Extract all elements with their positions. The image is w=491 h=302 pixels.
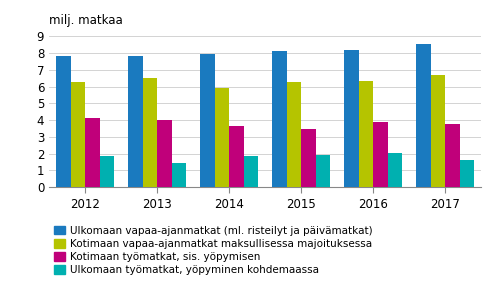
Bar [460, 159, 474, 187]
Bar [56, 56, 71, 187]
Bar [273, 51, 287, 187]
Bar [171, 163, 186, 187]
Bar [373, 122, 387, 187]
Bar [316, 155, 330, 187]
Bar [100, 156, 114, 187]
Bar [229, 126, 244, 187]
Bar [287, 82, 301, 187]
Bar [387, 153, 402, 187]
Bar [85, 118, 100, 187]
Text: milj. matkaa: milj. matkaa [49, 14, 123, 27]
Bar [344, 50, 359, 187]
Bar [128, 56, 143, 187]
Bar [301, 129, 316, 187]
Bar [215, 88, 229, 187]
Bar [244, 156, 258, 187]
Bar [445, 124, 460, 187]
Legend: Ulkomaan vapaa-ajanmatkat (ml. risteilyt ja päivämatkat), Kotimaan vapaa-ajanmat: Ulkomaan vapaa-ajanmatkat (ml. risteilyt… [55, 226, 373, 275]
Bar [416, 44, 431, 187]
Bar [431, 75, 445, 187]
Bar [143, 78, 157, 187]
Bar [359, 81, 373, 187]
Bar [200, 54, 215, 187]
Bar [71, 82, 85, 187]
Bar [157, 120, 171, 187]
